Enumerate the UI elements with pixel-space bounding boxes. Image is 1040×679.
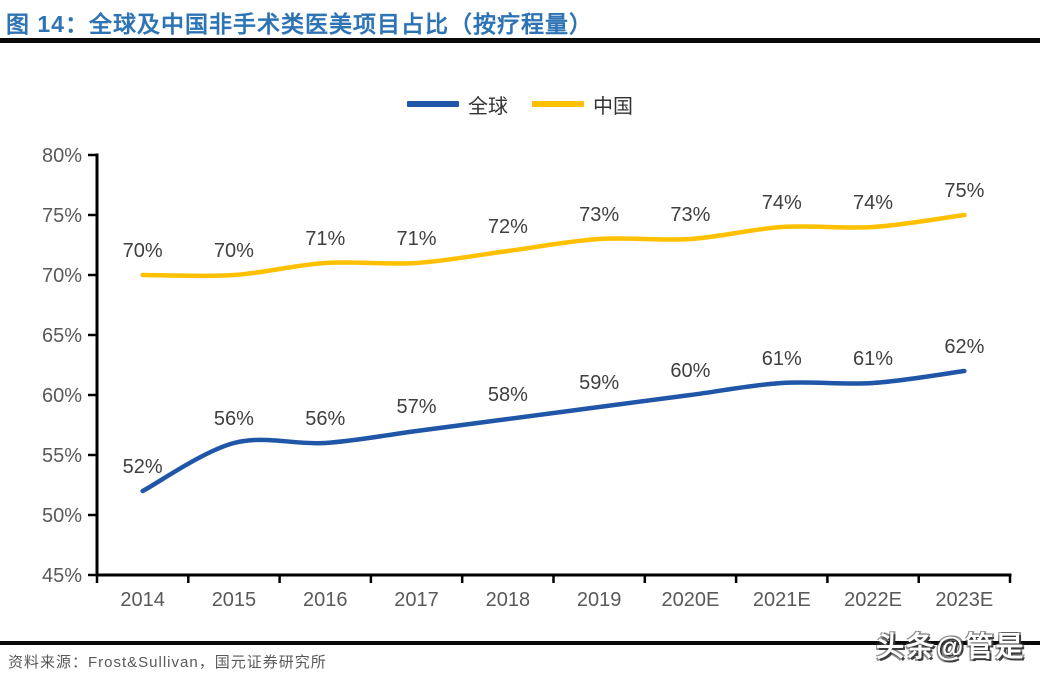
figure-title: 图 14：全球及中国非手术类医美项目占比（按疗程量） — [6, 11, 593, 37]
data-label-全球: 58% — [488, 384, 528, 406]
source-note: 资料来源：Frost&Sullivan，国元证券研究所 — [8, 654, 327, 671]
y-axis-tick-label: 55% — [42, 445, 82, 467]
y-axis-tick-label: 45% — [42, 565, 82, 587]
data-label-全球: 61% — [853, 348, 893, 370]
x-axis-tick-label: 2018 — [486, 589, 531, 611]
legend-item-china: 中国 — [532, 90, 633, 119]
x-axis-tick-label: 2016 — [303, 589, 348, 611]
legend-label-global: 全球 — [468, 95, 508, 118]
y-axis-tick-label: 65% — [42, 325, 82, 347]
y-axis-tick-label: 70% — [42, 265, 82, 287]
legend-item-global: 全球 — [407, 90, 508, 119]
data-label-全球: 62% — [944, 336, 984, 358]
series-line-全球 — [140, 368, 967, 494]
data-label-中国: 72% — [488, 216, 528, 238]
data-label-全球: 61% — [762, 348, 802, 370]
data-label-中国: 73% — [579, 204, 619, 226]
bottom-divider — [0, 641, 1040, 645]
y-axis-tick-label: 50% — [42, 505, 82, 527]
data-label-全球: 57% — [397, 396, 437, 418]
data-label-中国: 74% — [853, 192, 893, 214]
x-axis-tick-label: 2020E — [662, 589, 720, 611]
data-label-全球: 56% — [305, 408, 345, 430]
data-label-全球: 56% — [214, 408, 254, 430]
y-axis-tick-label: 75% — [42, 205, 82, 227]
chart-legend: 全球 中国 — [0, 90, 1040, 119]
top-divider — [0, 38, 1040, 43]
data-label-全球: 59% — [579, 372, 619, 394]
x-axis-tick-label: 2022E — [844, 589, 902, 611]
data-label-中国: 70% — [123, 240, 163, 262]
data-label-中国: 73% — [670, 204, 710, 226]
data-label-全球: 60% — [670, 360, 710, 382]
data-label-全球: 52% — [123, 456, 163, 478]
series-line-中国 — [140, 212, 967, 279]
watermark: 头条@管是 — [876, 631, 1026, 662]
x-axis-tick-label: 2015 — [212, 589, 257, 611]
x-axis-tick-label: 2021E — [753, 589, 811, 611]
x-axis-tick-label: 2019 — [577, 589, 622, 611]
data-label-中国: 70% — [214, 240, 254, 262]
legend-swatch-china-line — [532, 101, 584, 107]
x-axis-tick-label: 2023E — [935, 589, 993, 611]
data-label-中国: 74% — [762, 192, 802, 214]
data-label-中国: 75% — [944, 180, 984, 202]
axis-lines — [95, 153, 1012, 577]
y-axis-tick-label: 80% — [42, 145, 82, 167]
x-axis-tick-label: 2014 — [120, 589, 165, 611]
legend-swatch-global-line — [407, 101, 459, 107]
data-label-中国: 71% — [305, 228, 345, 250]
y-axis-tick-label: 60% — [42, 385, 82, 407]
legend-label-china: 中国 — [593, 95, 633, 118]
data-label-中国: 71% — [397, 228, 437, 250]
x-axis-tick-label: 2017 — [394, 589, 439, 611]
